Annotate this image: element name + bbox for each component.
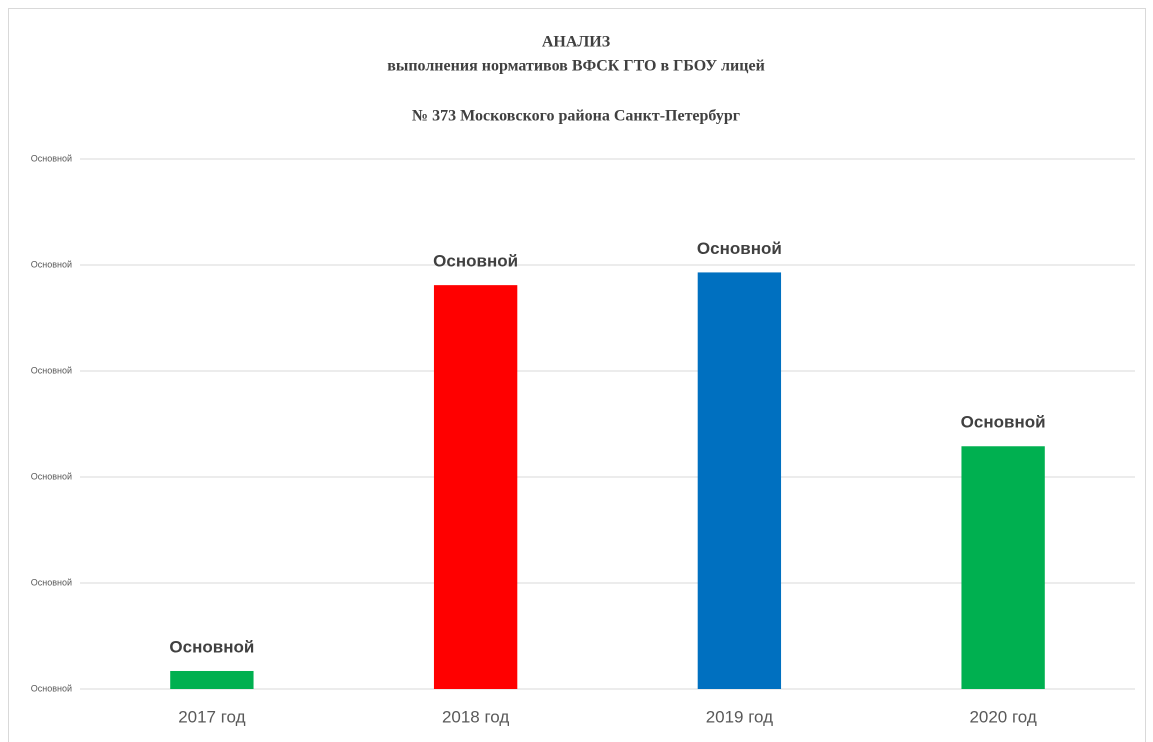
bar (170, 670, 254, 689)
y-tick-label: Основной (31, 153, 72, 163)
y-tick-label: Основной (31, 259, 72, 269)
x-tick-label: 2019 год (706, 707, 773, 726)
bar (433, 285, 518, 689)
chart-title: АНАЛИЗ (542, 34, 611, 51)
x-tick-label: 2017 год (178, 707, 245, 726)
data-label: Основной (961, 413, 1046, 432)
bar (961, 446, 1045, 689)
chart-title: № 373 Московского района Санкт-Петербург (412, 108, 740, 125)
chart-title: выполнения нормативов ВФСК ГТО в ГБОУ ли… (387, 58, 765, 75)
chart-frame (8, 8, 1146, 742)
x-tick-label: 2018 год (442, 707, 509, 726)
y-tick-label: Основной (31, 365, 72, 375)
bar (697, 272, 782, 689)
y-tick-label: Основной (31, 471, 72, 481)
data-label: Основной (697, 239, 782, 258)
data-label: Основной (169, 637, 254, 656)
y-tick-label: Основной (31, 683, 72, 693)
x-tick-label: 2020 год (969, 707, 1036, 726)
data-label: Основной (433, 252, 518, 271)
y-tick-label: Основной (31, 577, 72, 587)
